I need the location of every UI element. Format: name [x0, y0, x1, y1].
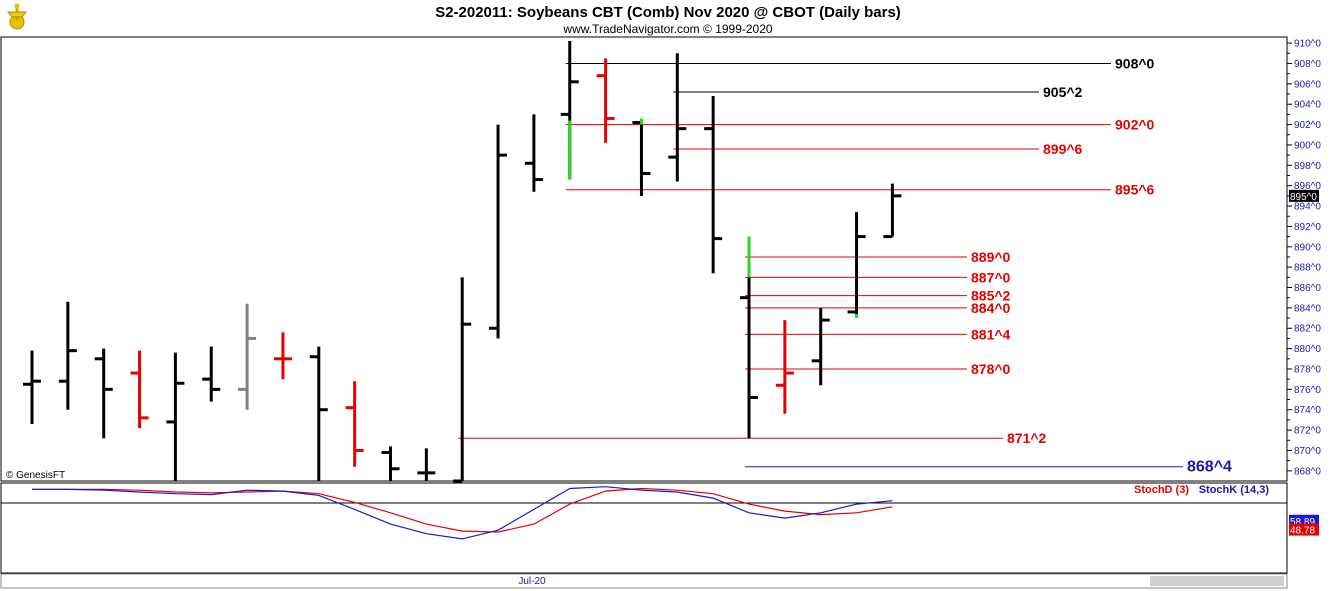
y-tick-label: 872^0	[1294, 426, 1321, 437]
y-tick-label: 890^0	[1294, 242, 1321, 253]
ohlc-bar	[309, 346, 328, 481]
y-tick-label: 870^0	[1294, 446, 1321, 457]
y-tick-label: 868^0	[1294, 466, 1321, 477]
ohlc-bar	[524, 114, 543, 192]
x-axis-label: Jul-20	[518, 576, 546, 587]
ohlc-bar	[166, 352, 185, 481]
y-tick-label: 888^0	[1294, 263, 1321, 274]
y-tick-label: 884^0	[1294, 303, 1321, 314]
y-tick-label: 904^0	[1294, 100, 1321, 111]
stoch-d-value: 48.78	[1290, 526, 1315, 537]
ohlc-bar	[847, 212, 866, 319]
ohlc-bar	[883, 183, 902, 239]
ohlc-bar	[345, 381, 364, 467]
scrollbar-thumb[interactable]	[1150, 576, 1284, 586]
y-tick-label: 908^0	[1294, 59, 1321, 70]
level-label: 884^0	[971, 300, 1011, 316]
level-label: 895^6	[1115, 182, 1155, 198]
y-tick-label: 882^0	[1294, 324, 1321, 335]
ohlc-bar	[453, 277, 472, 483]
y-tick-label: 910^0	[1294, 39, 1321, 50]
last-price-label: 895^0	[1290, 192, 1317, 203]
stochastic-lines	[32, 486, 893, 540]
ohlc-bar	[94, 348, 113, 439]
stoch-d-marker: 48.78	[1289, 523, 1319, 537]
ohlc-bar	[58, 301, 77, 410]
stoch-k-line	[32, 486, 893, 540]
ohlc-bar	[668, 53, 687, 182]
ohlc-bar	[417, 448, 436, 481]
ohlc-bar	[740, 277, 758, 439]
copyright-label: © GenesisFT	[6, 470, 65, 481]
stoch-d-line	[32, 487, 893, 533]
level-label: 881^4	[971, 326, 1011, 342]
ohlc-bar	[596, 58, 615, 143]
scrollbar[interactable]	[0, 573, 1288, 589]
ohlc-bar	[130, 350, 149, 429]
ohlc-bar	[704, 96, 723, 274]
y-tick-label: 878^0	[1294, 364, 1321, 375]
y-tick-label: 874^0	[1294, 405, 1321, 416]
stoch-k-legend: StochK (14,3)	[1199, 484, 1270, 496]
ohlc-bar	[489, 124, 508, 339]
level-label: 889^0	[971, 249, 1011, 265]
y-tick-label: 880^0	[1294, 344, 1321, 355]
trade-navigator-logo-icon	[2, 2, 32, 32]
y-tick-label: 902^0	[1294, 120, 1321, 131]
level-label: 887^0	[971, 269, 1011, 285]
level-label: 885^2	[971, 288, 1011, 304]
y-tick-label: 886^0	[1294, 283, 1321, 294]
chart-title: S2-202011: Soybeans CBT (Comb) Nov 2020 …	[435, 4, 901, 21]
ohlc-bar	[632, 120, 651, 196]
ohlc-bar	[202, 346, 221, 402]
level-label: 871^2	[1007, 430, 1047, 446]
ohlc-bars	[23, 41, 902, 483]
y-tick-label: 876^0	[1294, 385, 1321, 396]
level-label: 899^6	[1043, 141, 1083, 157]
y-tick-label: 898^0	[1294, 161, 1321, 172]
level-label: 905^2	[1043, 84, 1083, 100]
level-label: 902^0	[1115, 117, 1155, 133]
stoch-k-value: 58.89	[1290, 517, 1315, 528]
ohlc-bar	[775, 320, 794, 414]
ohlc-bar	[811, 307, 830, 386]
ohlc-bar	[238, 303, 257, 410]
y-tick-label: 894^0	[1294, 202, 1321, 213]
price-levels: 908^0 905^2 902^0 899^6 895^6 889^0 887^0 885^2…	[458, 55, 1232, 476]
price-panel-frame	[0, 36, 1288, 482]
y-tick-label: 906^0	[1294, 79, 1321, 90]
level-label: 878^0	[971, 361, 1011, 377]
chart-subtitle: www.TradeNavigator.com © 1999-2020	[562, 22, 772, 36]
ohlc-bar	[381, 446, 400, 481]
y-tick-label: 892^0	[1294, 222, 1321, 233]
price-axis-ticks: 910^0 908^0 906^0 904^0 902^0 900^0 898^0 896^0…	[1287, 39, 1321, 477]
level-label: 908^0	[1115, 55, 1155, 71]
stochastic-panel-frame	[0, 482, 1288, 574]
ohlc-bar	[23, 350, 41, 424]
y-tick-label: 900^0	[1294, 140, 1321, 151]
stoch-d-legend: StochD (3)	[1134, 484, 1189, 496]
last-price-marker: 895^0	[1289, 189, 1319, 203]
level-label: 868^4	[1187, 459, 1232, 476]
y-tick-label: 896^0	[1294, 181, 1321, 192]
ohlc-bar	[273, 332, 292, 380]
